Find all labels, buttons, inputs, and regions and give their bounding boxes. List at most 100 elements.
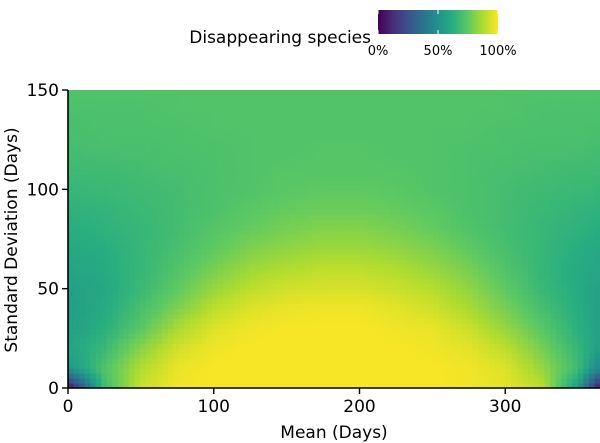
heatmap-cell (206, 234, 213, 240)
heatmap-cell (245, 293, 252, 300)
heatmap-cell (300, 134, 307, 141)
heatmap-cell (339, 164, 346, 171)
heatmap-cell (411, 174, 418, 180)
heatmap-cell (134, 263, 141, 270)
heatmap-cell (406, 229, 413, 235)
heatmap-cell (433, 129, 440, 136)
heatmap-cell (322, 328, 330, 334)
heatmap-cell (317, 169, 324, 176)
heatmap-cell (101, 144, 108, 151)
heatmap-cell (173, 179, 180, 185)
heatmap-cell (201, 338, 208, 344)
heatmap-cell (267, 383, 274, 389)
heatmap-cell (295, 333, 302, 339)
heatmap-cell (406, 268, 413, 275)
heatmap-cell (511, 209, 518, 215)
heatmap-cell (189, 338, 197, 344)
heatmap-cell (472, 288, 479, 295)
heatmap-cell (428, 293, 435, 300)
heatmap-cell (245, 189, 252, 195)
heatmap-cell (90, 273, 97, 280)
heatmap-cell (256, 179, 263, 185)
heatmap-cell (406, 134, 413, 141)
heatmap-cell (267, 358, 274, 364)
heatmap-cell (406, 159, 413, 166)
heatmap-cell (417, 134, 424, 141)
heatmap-cell (311, 368, 318, 374)
heatmap-cell (467, 288, 474, 295)
heatmap-cell (84, 209, 91, 215)
heatmap-cell (128, 358, 136, 364)
heatmap-cell (123, 169, 130, 176)
heatmap-cell (101, 214, 108, 220)
heatmap-cell (106, 328, 113, 334)
heatmap-cell (378, 239, 385, 245)
heatmap-cell (583, 214, 590, 220)
heatmap-cell (478, 383, 485, 389)
heatmap-cell (334, 383, 341, 389)
heatmap-cell (566, 373, 573, 379)
heatmap-cell (400, 378, 407, 384)
heatmap-cell (411, 144, 418, 151)
heatmap-cell (195, 338, 202, 344)
heatmap-cell (239, 179, 246, 185)
heatmap-cell (583, 298, 590, 305)
heatmap-cell (73, 224, 80, 230)
heatmap-cell (117, 318, 125, 325)
heatmap-cell (217, 139, 224, 146)
heatmap-cell (261, 154, 269, 161)
heatmap-cell (250, 303, 258, 310)
heatmap-cell (123, 323, 130, 329)
heatmap-cell (239, 159, 246, 166)
heatmap-cell (561, 214, 568, 220)
heatmap-cell (90, 333, 97, 339)
heatmap-cell (239, 239, 246, 245)
heatmap-cell (311, 174, 318, 180)
heatmap-cell (289, 268, 296, 275)
heatmap-cell (151, 209, 158, 215)
heatmap-cell (250, 368, 258, 374)
heatmap-cell (378, 348, 385, 354)
heatmap-cell (322, 363, 330, 369)
heatmap-cell (361, 273, 368, 280)
heatmap-cell (467, 139, 474, 146)
heatmap-cell (79, 229, 86, 235)
heatmap-cell (516, 139, 524, 146)
heatmap-cell (250, 229, 258, 235)
heatmap-cell (317, 134, 324, 141)
heatmap-cell (322, 129, 330, 136)
heatmap-cell (494, 169, 501, 176)
heatmap-cell (566, 159, 573, 166)
heatmap-cell (79, 219, 86, 225)
heatmap-cell (583, 363, 590, 369)
heatmap-cell (544, 318, 551, 325)
heatmap-cell (367, 328, 374, 334)
heatmap-cell (90, 343, 97, 349)
heatmap-cell (267, 179, 274, 185)
heatmap-cell (289, 298, 296, 305)
heatmap-cell (328, 343, 335, 349)
heatmap-cell (223, 298, 230, 305)
heatmap-cell (500, 368, 507, 374)
heatmap-cell (339, 258, 346, 265)
heatmap-cell (339, 308, 346, 315)
heatmap-cell (101, 373, 108, 379)
heatmap-cell (406, 243, 413, 250)
heatmap-cell (84, 273, 91, 280)
heatmap-cell (167, 378, 174, 384)
heatmap-cell (411, 214, 418, 220)
heatmap-cell (516, 234, 524, 240)
heatmap-cell (505, 144, 512, 151)
heatmap-cell (178, 298, 185, 305)
heatmap-cell (140, 253, 147, 260)
heatmap-cell (527, 333, 535, 339)
heatmap-cell (84, 263, 91, 270)
heatmap-cell (588, 333, 596, 339)
heatmap-cell (550, 383, 557, 389)
heatmap-cell (367, 288, 374, 295)
heatmap-cell (101, 159, 108, 166)
heatmap-cell (439, 234, 446, 240)
heatmap-cell (334, 348, 341, 354)
heatmap-cell (128, 204, 136, 210)
heatmap-cell (228, 353, 235, 359)
